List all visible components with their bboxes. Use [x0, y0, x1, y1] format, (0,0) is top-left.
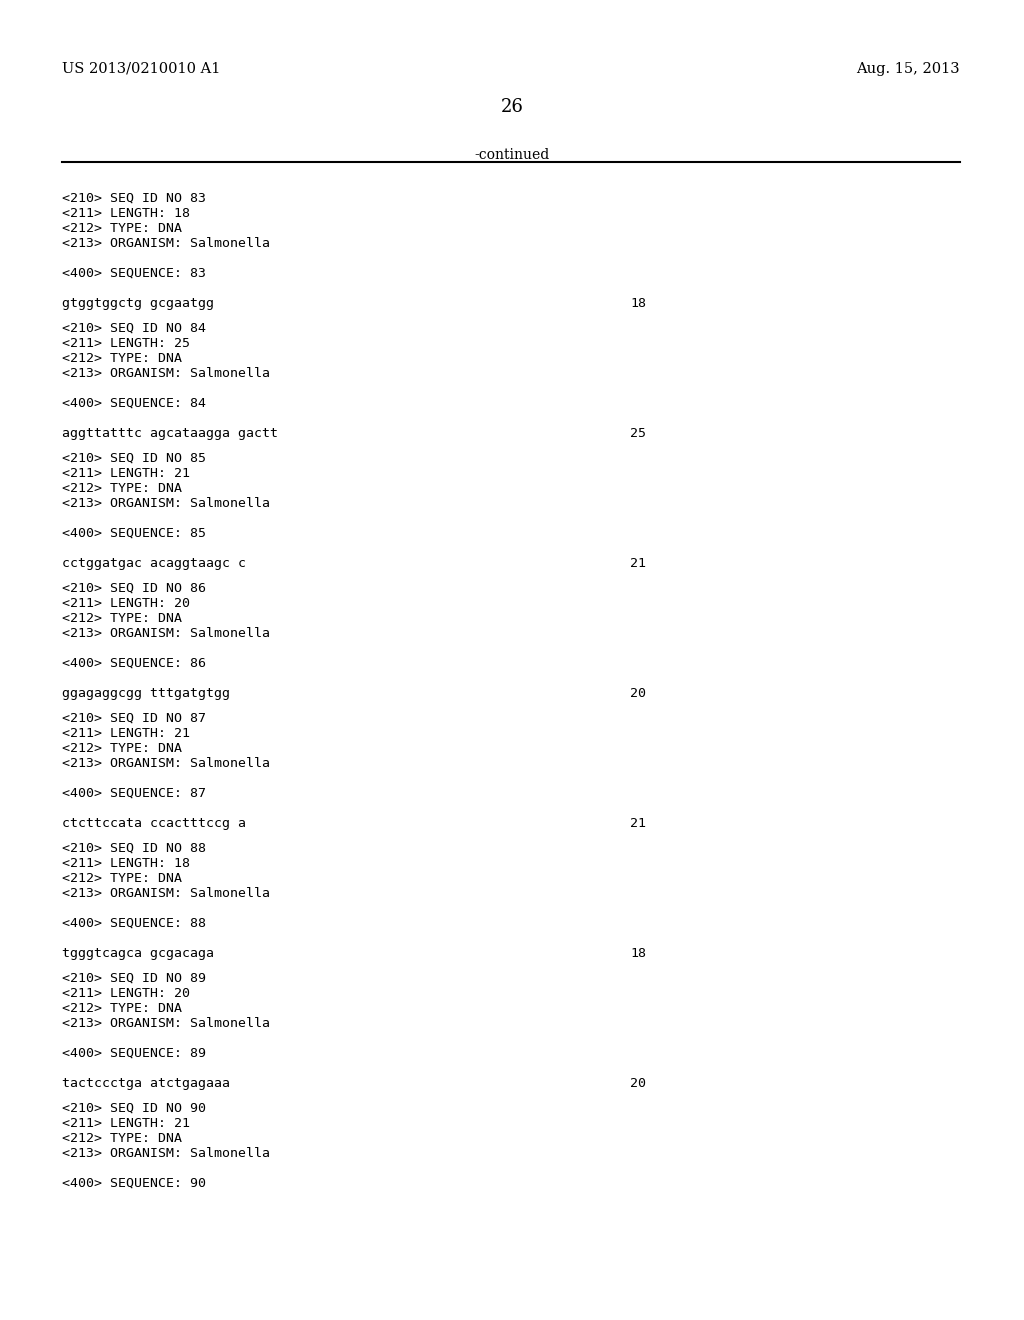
Text: 20: 20	[630, 686, 646, 700]
Text: <213> ORGANISM: Salmonella: <213> ORGANISM: Salmonella	[62, 367, 270, 380]
Text: <211> LENGTH: 25: <211> LENGTH: 25	[62, 337, 190, 350]
Text: 20: 20	[630, 1077, 646, 1090]
Text: <210> SEQ ID NO 88: <210> SEQ ID NO 88	[62, 842, 206, 855]
Text: <211> LENGTH: 18: <211> LENGTH: 18	[62, 207, 190, 220]
Text: <210> SEQ ID NO 89: <210> SEQ ID NO 89	[62, 972, 206, 985]
Text: <400> SEQUENCE: 86: <400> SEQUENCE: 86	[62, 657, 206, 671]
Text: gtggtggctg gcgaatgg: gtggtggctg gcgaatgg	[62, 297, 214, 310]
Text: 26: 26	[501, 98, 523, 116]
Text: <211> LENGTH: 20: <211> LENGTH: 20	[62, 597, 190, 610]
Text: 25: 25	[630, 426, 646, 440]
Text: ctcttccata ccactttccg a: ctcttccata ccactttccg a	[62, 817, 246, 830]
Text: <210> SEQ ID NO 90: <210> SEQ ID NO 90	[62, 1102, 206, 1115]
Text: <211> LENGTH: 21: <211> LENGTH: 21	[62, 727, 190, 741]
Text: <213> ORGANISM: Salmonella: <213> ORGANISM: Salmonella	[62, 887, 270, 900]
Text: <212> TYPE: DNA: <212> TYPE: DNA	[62, 352, 182, 366]
Text: <210> SEQ ID NO 83: <210> SEQ ID NO 83	[62, 191, 206, 205]
Text: <213> ORGANISM: Salmonella: <213> ORGANISM: Salmonella	[62, 627, 270, 640]
Text: <213> ORGANISM: Salmonella: <213> ORGANISM: Salmonella	[62, 238, 270, 249]
Text: <212> TYPE: DNA: <212> TYPE: DNA	[62, 742, 182, 755]
Text: <212> TYPE: DNA: <212> TYPE: DNA	[62, 482, 182, 495]
Text: <212> TYPE: DNA: <212> TYPE: DNA	[62, 873, 182, 884]
Text: <211> LENGTH: 21: <211> LENGTH: 21	[62, 467, 190, 480]
Text: 18: 18	[630, 297, 646, 310]
Text: 21: 21	[630, 817, 646, 830]
Text: <212> TYPE: DNA: <212> TYPE: DNA	[62, 222, 182, 235]
Text: <212> TYPE: DNA: <212> TYPE: DNA	[62, 1133, 182, 1144]
Text: <211> LENGTH: 18: <211> LENGTH: 18	[62, 857, 190, 870]
Text: <400> SEQUENCE: 88: <400> SEQUENCE: 88	[62, 917, 206, 931]
Text: <212> TYPE: DNA: <212> TYPE: DNA	[62, 1002, 182, 1015]
Text: <213> ORGANISM: Salmonella: <213> ORGANISM: Salmonella	[62, 1016, 270, 1030]
Text: tgggtcagca gcgacaga: tgggtcagca gcgacaga	[62, 946, 214, 960]
Text: -continued: -continued	[474, 148, 550, 162]
Text: <210> SEQ ID NO 87: <210> SEQ ID NO 87	[62, 711, 206, 725]
Text: <211> LENGTH: 21: <211> LENGTH: 21	[62, 1117, 190, 1130]
Text: 18: 18	[630, 946, 646, 960]
Text: <400> SEQUENCE: 89: <400> SEQUENCE: 89	[62, 1047, 206, 1060]
Text: <213> ORGANISM: Salmonella: <213> ORGANISM: Salmonella	[62, 498, 270, 510]
Text: <400> SEQUENCE: 90: <400> SEQUENCE: 90	[62, 1177, 206, 1191]
Text: <400> SEQUENCE: 84: <400> SEQUENCE: 84	[62, 397, 206, 411]
Text: ggagaggcgg tttgatgtgg: ggagaggcgg tttgatgtgg	[62, 686, 230, 700]
Text: aggttatttc agcataagga gactt: aggttatttc agcataagga gactt	[62, 426, 278, 440]
Text: <400> SEQUENCE: 87: <400> SEQUENCE: 87	[62, 787, 206, 800]
Text: 21: 21	[630, 557, 646, 570]
Text: <210> SEQ ID NO 86: <210> SEQ ID NO 86	[62, 582, 206, 595]
Text: <210> SEQ ID NO 85: <210> SEQ ID NO 85	[62, 451, 206, 465]
Text: <211> LENGTH: 20: <211> LENGTH: 20	[62, 987, 190, 1001]
Text: <212> TYPE: DNA: <212> TYPE: DNA	[62, 612, 182, 624]
Text: <213> ORGANISM: Salmonella: <213> ORGANISM: Salmonella	[62, 1147, 270, 1160]
Text: US 2013/0210010 A1: US 2013/0210010 A1	[62, 62, 220, 77]
Text: tactccctga atctgagaaa: tactccctga atctgagaaa	[62, 1077, 230, 1090]
Text: <400> SEQUENCE: 85: <400> SEQUENCE: 85	[62, 527, 206, 540]
Text: cctggatgac acaggtaagc c: cctggatgac acaggtaagc c	[62, 557, 246, 570]
Text: <210> SEQ ID NO 84: <210> SEQ ID NO 84	[62, 322, 206, 335]
Text: <400> SEQUENCE: 83: <400> SEQUENCE: 83	[62, 267, 206, 280]
Text: Aug. 15, 2013: Aug. 15, 2013	[856, 62, 961, 77]
Text: <213> ORGANISM: Salmonella: <213> ORGANISM: Salmonella	[62, 756, 270, 770]
